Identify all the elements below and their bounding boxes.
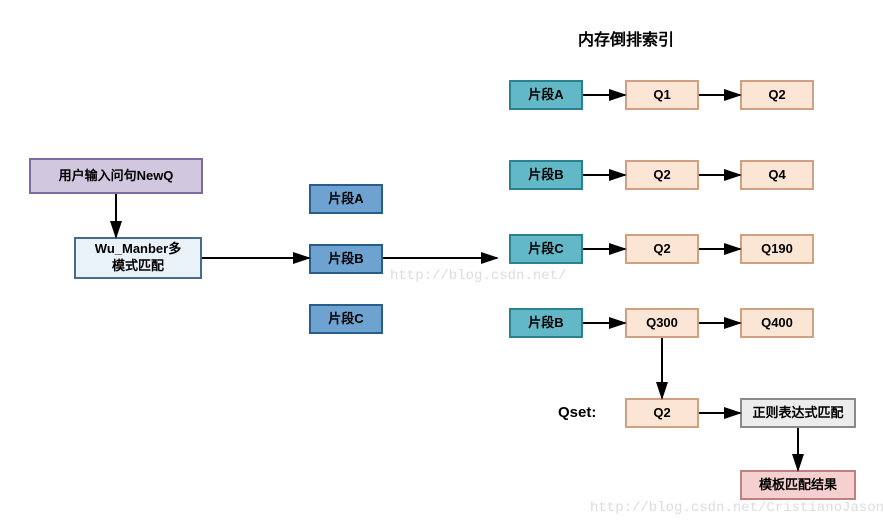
watermark-1: http://blog.csdn.net/ <box>390 268 566 284</box>
q2b-box: Q2 <box>625 160 699 190</box>
qset-q2-box: Q2 <box>625 398 699 428</box>
q2c-box: Q2 <box>625 234 699 264</box>
q1-box: Q1 <box>625 80 699 110</box>
index-b2-box: 片段B <box>509 308 583 338</box>
frag-a-box: 片段A <box>309 184 383 214</box>
q2a-box: Q2 <box>740 80 814 110</box>
input-box: 用户输入问句NewQ <box>29 158 203 194</box>
watermark-2: http://blog.csdn.net/CristianoJason <box>590 500 883 516</box>
index-title: 内存倒排索引 <box>578 26 674 50</box>
result-box: 模板匹配结果 <box>740 470 856 500</box>
frag-c-box: 片段C <box>309 304 383 334</box>
qset-label: Qset: <box>558 404 596 421</box>
index-a-box: 片段A <box>509 80 583 110</box>
index-b1-box: 片段B <box>509 160 583 190</box>
regex-box: 正则表达式匹配 <box>740 398 856 428</box>
wu-manber-box: Wu_Manber多 模式匹配 <box>74 237 202 279</box>
q400-box: Q400 <box>740 308 814 338</box>
frag-b-box: 片段B <box>309 244 383 274</box>
q300-box: Q300 <box>625 308 699 338</box>
index-c-box: 片段C <box>509 234 583 264</box>
q4-box: Q4 <box>740 160 814 190</box>
q190-box: Q190 <box>740 234 814 264</box>
